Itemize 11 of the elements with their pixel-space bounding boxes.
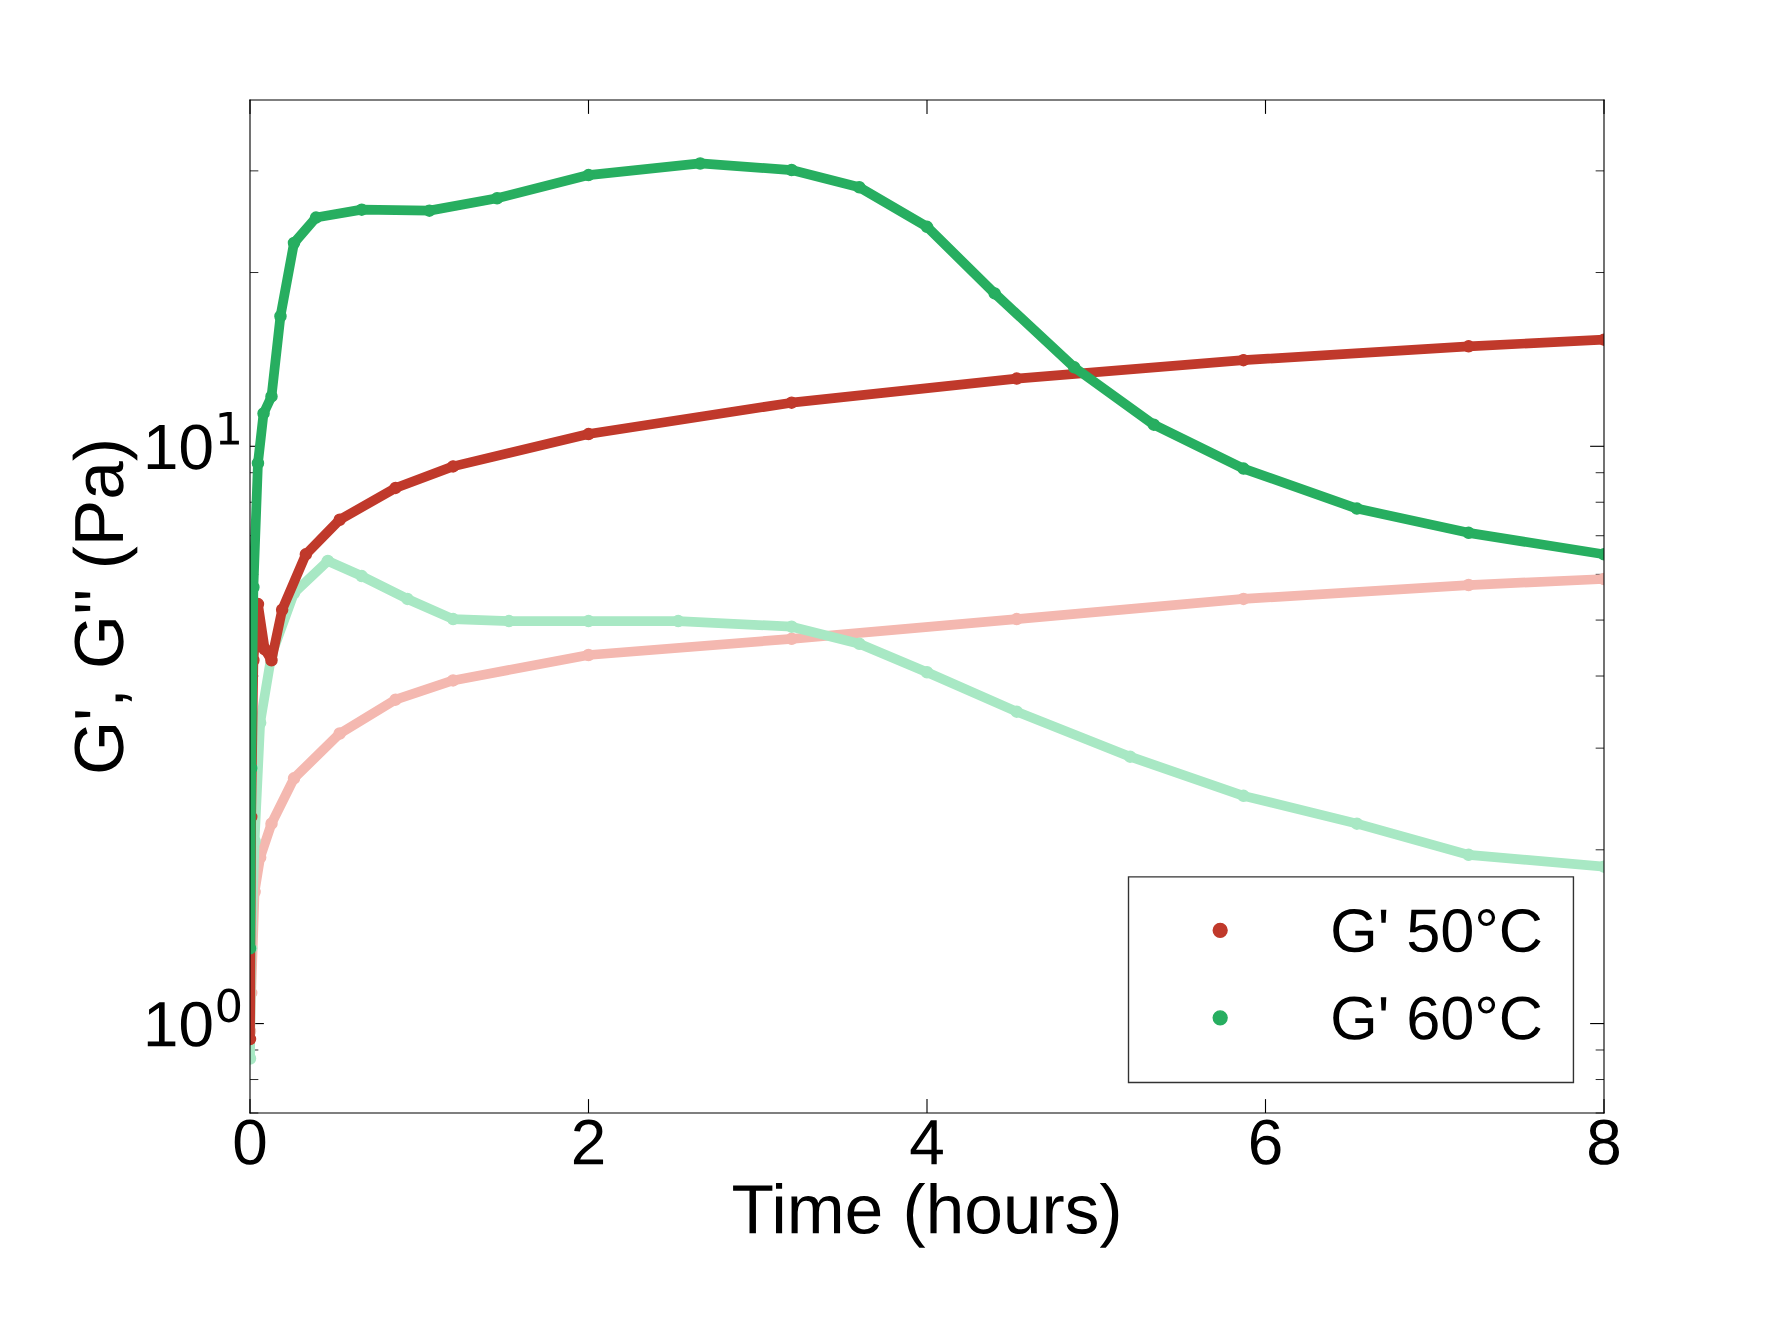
x-tick-label: 8 [1589, 1119, 1619, 1165]
legend-label: G' 50°C [1333, 909, 1541, 953]
x-tick-label: 4 [910, 1120, 943, 1165]
y-tick-label: 10$^{0}$ [147, 988, 241, 1047]
x-tick-label: 0 [234, 1119, 266, 1165]
y-axis-title: G', G'' (Pa) [72, 442, 138, 772]
x-tick-label: 6 [1250, 1119, 1281, 1165]
x-tick-label: 2 [573, 1119, 604, 1165]
y-tick-label: 10$^{1}$ [147, 411, 239, 470]
legend-label: G' 60°C [1333, 996, 1541, 1040]
x-axis-title: Time (hours) [733, 1182, 1119, 1248]
